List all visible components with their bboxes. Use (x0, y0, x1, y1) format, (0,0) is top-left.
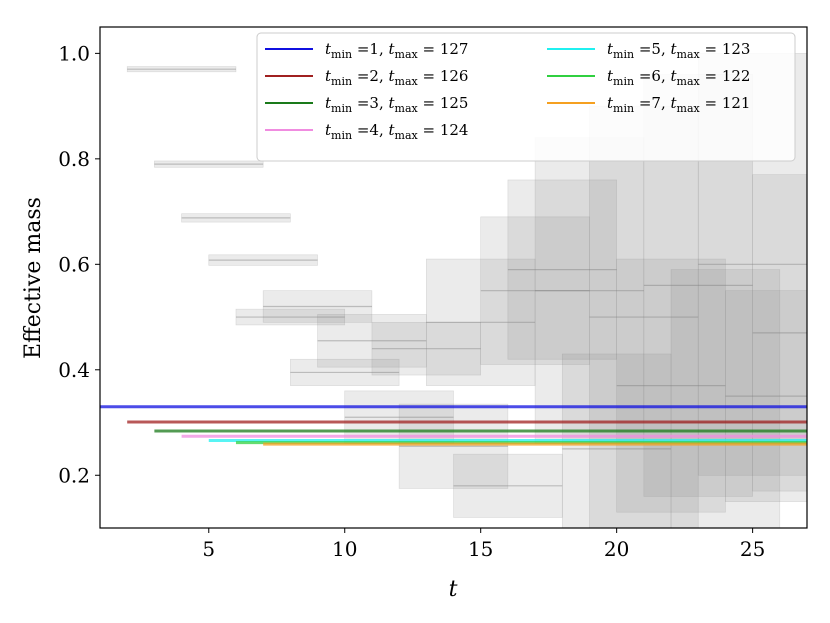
legend-label-7: tmin =7, tmax = 121 (607, 94, 750, 115)
error-band-0 (126, 66, 237, 73)
x-tick-label: 5 (202, 537, 215, 561)
legend-label-5: tmin =5, tmax = 123 (607, 40, 750, 61)
error-band-3 (208, 254, 318, 266)
error-band-20 (670, 269, 781, 528)
band-layer (126, 53, 807, 528)
error-band-17 (589, 105, 699, 528)
legend-label-1: tmin =1, tmax = 127 (325, 40, 468, 61)
legend-label-6: tmin =6, tmax = 122 (607, 67, 750, 88)
error-band-15 (534, 137, 645, 444)
legend-label-3: tmin =3, tmax = 125 (325, 94, 468, 115)
error-band-1 (154, 160, 264, 168)
error-band-22 (725, 290, 807, 502)
error-band-18 (616, 258, 726, 513)
error-band-4 (235, 308, 346, 326)
x-tick-label: 15 (468, 537, 493, 561)
legend-label-2: tmin =2, tmax = 126 (325, 67, 468, 88)
y-axis-ticks: 0.2 0.4 0.6 0.8 1.0 (58, 41, 100, 487)
legend-label-4: tmin =4, tmax = 124 (325, 121, 468, 142)
error-band-14 (507, 179, 617, 360)
y-tick-label: 0.8 (58, 147, 90, 171)
x-tick-label: 25 (740, 537, 765, 561)
series-lines-layer (100, 405, 807, 446)
error-band-11 (426, 258, 536, 386)
legend-box (256, 32, 796, 162)
y-axis-label: Effective mass (21, 197, 46, 359)
plot-frame (99, 26, 808, 529)
y-tick-label: 0.2 (58, 463, 90, 487)
x-axis-ticks: 5 10 15 20 25 (202, 528, 765, 561)
error-band-5 (262, 290, 373, 323)
y-tick-label: 0.4 (58, 358, 90, 382)
error-band-13 (480, 216, 590, 365)
x-tick-label: 20 (604, 537, 629, 561)
y-tick-label: 0.6 (58, 252, 90, 276)
error-band-10 (398, 403, 509, 489)
error-band-12 (453, 453, 563, 518)
error-band-6 (290, 358, 400, 386)
error-band-2 (181, 213, 291, 223)
x-axis-label: t (449, 577, 458, 602)
error-band-7 (317, 314, 427, 368)
error-band-23 (752, 174, 807, 492)
x-tick-label: 10 (332, 537, 357, 561)
legend: tmin =1, tmax = 127 tmin =2, tmax = 126 tm… (256, 32, 796, 162)
y-tick-label: 1.0 (58, 41, 90, 65)
error-band-9 (371, 322, 481, 376)
